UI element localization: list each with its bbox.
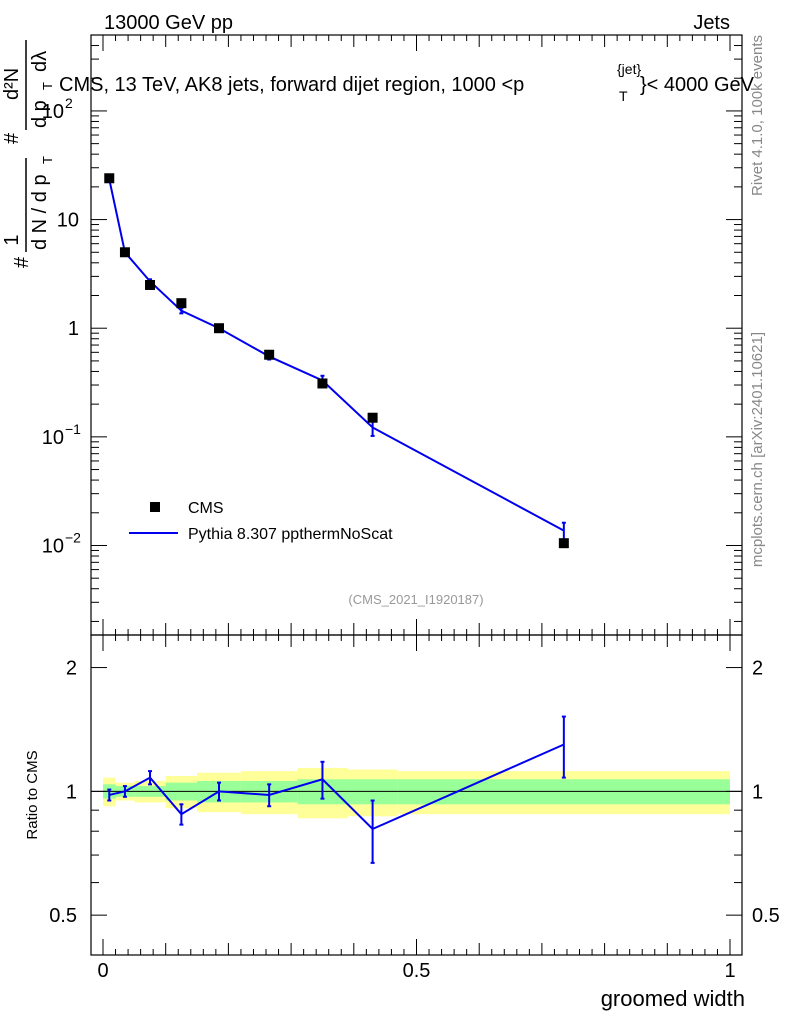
mc-series [107,176,566,542]
data-point [145,279,156,290]
data-point [119,247,130,258]
ratio-ticks [91,635,742,956]
svg-text:d N / d p: d N / d p [29,174,51,250]
x-axis-label: groomed width [601,986,745,1011]
plot-title: CMS, 13 TeV, AK8 jets, forward dijet reg… [59,61,755,104]
svg-text:d p: d p [29,100,51,128]
y-tick-label: 1 [68,318,79,340]
y-tick-label: 10 [42,427,64,449]
ratio-tick-label-right: 0.5 [752,905,780,927]
svg-text:T: T [40,82,55,90]
svg-text:#: # [11,256,33,268]
ratio-tick-labels: 0.5 0.5 1 1 2 2 [49,658,780,928]
title-sup: {jet} [617,61,641,77]
ratio-tick-label-right: 1 [752,781,763,803]
process-label: Jets [693,12,730,34]
y-tick-exponent: 2 [65,95,73,111]
svg-text:d²N: d²N [1,68,23,100]
legend-data-marker [150,502,160,512]
x-tick-label: 0.5 [403,960,431,982]
y-tick-label: 10 [57,210,79,232]
energy-label: 13000 GeV pp [104,12,233,34]
svg-text:dλ: dλ [29,51,51,72]
y-tick-exponent: −2 [65,529,81,545]
ratio-tick-label: 2 [66,658,77,680]
title-sub: T [619,88,628,104]
ratio-y-label: Ratio to CMS [24,750,41,839]
data-point [367,412,378,423]
data-point [264,349,275,360]
x-tick-label: 0 [97,960,108,982]
legend-data-label: CMS [188,500,224,517]
x-tick-label: 1 [724,960,735,982]
analysis-id: (CMS_2021_I1920187) [348,592,483,607]
legend: CMS Pythia 8.307 ppthermNoScat [129,500,393,543]
svg-text:1: 1 [1,234,23,245]
y-axis-label: # 1 d N / d p T # d²N d p T dλ [1,40,55,268]
y-tick-exponent: −1 [65,421,81,437]
y-tick-label: 10 [42,535,64,557]
x-tick-labels: 0 0.5 1 [97,960,735,982]
y-tick-label: 10 [42,101,64,123]
title-suffix: }< 4000 GeV [640,74,755,96]
main-ticks [91,34,742,635]
ratio-uncertainty-bands [103,767,730,819]
mc-line [108,179,565,532]
ratio-tick-label: 0.5 [49,905,77,927]
main-frame [90,34,743,636]
rivet-version: Rivet 4.1.0, 100k events [749,35,766,196]
data-point [317,378,328,389]
data-point [213,323,224,334]
data-point [558,538,569,549]
data-series [104,173,569,549]
svg-text:#: # [1,132,23,144]
ratio-panel: 0.5 0.5 1 1 2 2 [49,634,780,956]
title-prefix: CMS, 13 TeV, AK8 jets, forward dijet reg… [59,74,524,96]
legend-mc-label: Pythia 8.307 ppthermNoScat [188,526,393,543]
svg-text:T: T [40,156,55,164]
ratio-tick-label-right: 2 [752,658,763,680]
ratio-mc-series [107,715,566,864]
ratio-tick-label: 1 [66,781,77,803]
data-point [176,298,187,309]
data-point [104,173,115,184]
mcplots-reference: mcplots.cern.ch [arXiv:2401.10621] [749,332,766,567]
